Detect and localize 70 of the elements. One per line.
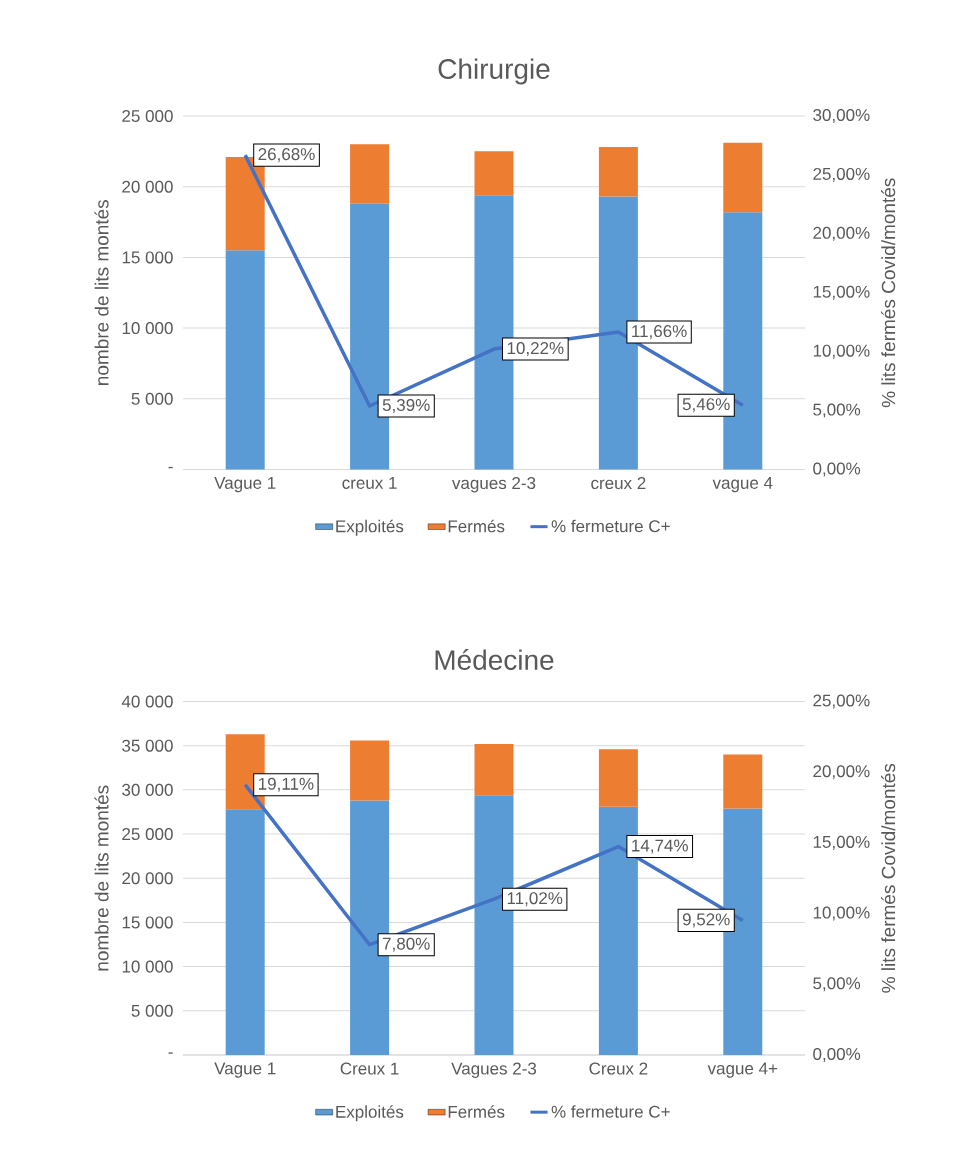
x-tick-label: vague 4+	[707, 1062, 778, 1078]
y2-tick-label: 5,00%	[813, 403, 861, 418]
x-tick-label: creux 1	[342, 477, 397, 489]
y-tick-label: 25 000	[122, 109, 173, 123]
legend-label: Exploités	[336, 1105, 404, 1122]
legend-label: Fermés	[448, 1105, 505, 1118]
y2-tick-label: 15,00%	[813, 285, 870, 300]
x-tick-label: vagues 2-3	[452, 477, 536, 493]
data-label: 7,80%	[382, 937, 430, 952]
y2-tick-label: 25,00%	[813, 694, 870, 709]
y-tick-label: 10 000	[122, 322, 173, 335]
y-tick-label: 20 000	[122, 872, 173, 885]
bar	[598, 749, 638, 807]
legend-label: Exploités	[336, 519, 404, 536]
y-axis-title: nombre de lits montés	[94, 200, 109, 385]
data-label: 9,52%	[682, 913, 730, 928]
legend-label: % fermeture C+	[551, 519, 670, 533]
data-label: 10,22%	[507, 342, 564, 357]
data-label: 26,68%	[258, 148, 315, 163]
bar	[350, 740, 390, 801]
legend-label: Fermés	[448, 519, 505, 533]
data-label: 5,46%	[682, 398, 730, 413]
x-tick-label: Vague 1	[214, 1062, 276, 1078]
bar	[474, 151, 514, 196]
y-tick-label: -	[168, 466, 173, 469]
y-axis-title: nombre de lits montés	[94, 785, 109, 971]
data-label: 11,02%	[507, 892, 563, 907]
y-tick-label: 25 000	[122, 828, 173, 841]
x-tick-label: Creux 1	[340, 1062, 399, 1075]
x-tick-label: Creux 2	[589, 1062, 648, 1075]
y-tick-label: 40 000	[121, 695, 173, 708]
y2-tick-label: 0,00%	[813, 462, 861, 477]
y2-tick-label: 15,00%	[813, 835, 870, 850]
y2-tick-label: 10,00%	[813, 906, 870, 921]
y-tick-label: 20 000	[122, 180, 173, 193]
bar	[225, 809, 265, 1055]
y2-tick-label: 20,00%	[813, 226, 870, 241]
data-label: 19,11%	[259, 777, 314, 792]
y-tick-label: 5 000	[131, 1004, 173, 1017]
y2-tick-label: 25,00%	[813, 167, 870, 182]
y2-tick-label: 10,00%	[813, 344, 870, 359]
bar	[225, 250, 265, 470]
y-tick-label: 15 000	[122, 251, 173, 264]
y2-tick-label: 20,00%	[813, 765, 870, 780]
y2-tick-label: 5,00%	[813, 977, 861, 992]
x-tick-label: Vagues 2-3	[451, 1062, 537, 1078]
y-tick-label: 10 000	[122, 960, 173, 973]
chart-title: Chirurgie	[438, 58, 550, 85]
y2-axis-title: % lits fermés Covid/montés	[881, 178, 896, 408]
data-label: 14,74%	[632, 839, 688, 854]
bar	[598, 147, 638, 197]
y-tick-label: 35 000	[122, 739, 173, 752]
y-tick-label: 5 000	[131, 392, 173, 405]
y-tick-label: 15 000	[122, 916, 173, 929]
y2-tick-label: 0,00%	[813, 1047, 861, 1063]
x-tick-label: Vague 1	[214, 477, 276, 493]
y2-tick-label: 30,00%	[813, 108, 870, 124]
x-tick-label: creux 2	[591, 477, 646, 490]
y-tick-label: 30 000	[122, 783, 173, 796]
legend-label: % fermeture C+	[551, 1105, 670, 1118]
bar	[474, 743, 514, 796]
y2-axis-title: % lits fermés Covid/montés	[881, 763, 896, 993]
y-tick-label: -	[168, 1052, 173, 1054]
data-label: 5,39%	[382, 398, 430, 414]
data-label: 11,66%	[632, 325, 687, 340]
bar	[723, 142, 763, 213]
chart-title: Médecine	[435, 649, 554, 670]
x-tick-label: vague 4	[712, 477, 773, 493]
bar	[723, 754, 763, 809]
bar	[350, 144, 390, 204]
